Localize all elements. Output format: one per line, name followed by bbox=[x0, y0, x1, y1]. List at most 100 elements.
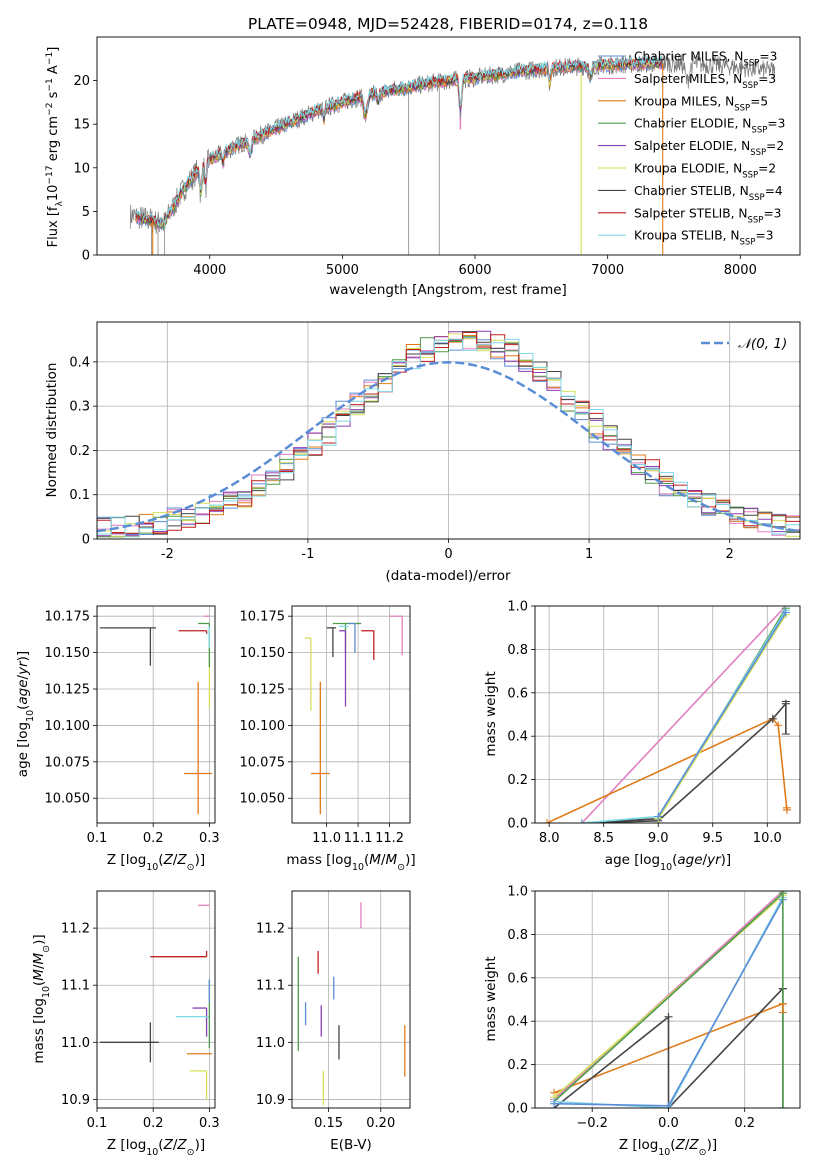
y-tick-label: 0.8 bbox=[507, 928, 528, 943]
x-tick-label: −0.2 bbox=[576, 1116, 608, 1131]
error-point-chabrier_elodie bbox=[332, 622, 362, 653]
plot-area bbox=[97, 330, 800, 538]
weight-line-salpeter_miles bbox=[581, 606, 787, 823]
y-tick-label: 0.6 bbox=[507, 686, 528, 701]
x-tick-label: 0.3 bbox=[199, 831, 220, 846]
y-tick-label: 0.1 bbox=[69, 488, 90, 503]
y-tick-label: 10.125 bbox=[45, 683, 91, 698]
plot-area bbox=[304, 615, 403, 815]
x-tick-label: 2 bbox=[726, 547, 734, 562]
x-tick-label: 8000 bbox=[724, 263, 757, 278]
x-axis-label: Z [log10(Z/Z⊙)] bbox=[107, 852, 205, 873]
plot-area bbox=[99, 904, 213, 1100]
massweight-vs-age-panel: 8.0 8.5 9.0 9.5 10.0 0.0 0.2 0.4 0.6 0.8 1.0 age [l… bbox=[483, 600, 801, 873]
y-tick-label: 0.2 bbox=[507, 773, 528, 788]
axes-frame bbox=[96, 890, 216, 1109]
y-tick-label: 10.175 bbox=[45, 610, 91, 625]
x-tick-label: 0.2 bbox=[143, 1116, 164, 1131]
model-spectrum-kroupa_stelib bbox=[135, 55, 664, 226]
model-spectrum-chabrier_stelib bbox=[135, 56, 664, 226]
x-axis-label: Z [log10(Z/Z⊙)] bbox=[107, 1137, 205, 1158]
y-axis-label: mass [log10(M/M⊙)] bbox=[31, 934, 52, 1063]
x-axis-label: mass [log10(M/M⊙)] bbox=[286, 852, 415, 873]
y-tick-label: 0.4 bbox=[507, 730, 528, 745]
legend-label-chabrier_stelib: Chabrier STELIB, NSSP=4 bbox=[634, 184, 783, 203]
legend-label-kroupa_elodie: Kroupa ELODIE, NSSP=2 bbox=[634, 162, 776, 181]
y-tick-label: 0.4 bbox=[507, 1015, 528, 1030]
y-tick-label: 11.1 bbox=[61, 979, 90, 994]
y-tick-label: 5 bbox=[82, 205, 90, 220]
y-tick-label: 10.125 bbox=[240, 683, 286, 698]
x-axis-label: (data-model)/error bbox=[385, 568, 511, 584]
x-tick-label: 10.0 bbox=[753, 831, 782, 846]
x-tick-label: 11.1 bbox=[344, 831, 373, 846]
y-tick-label: 0.3 bbox=[69, 400, 90, 415]
age-vs-mass-panel: 11.0 11.1 11.2 10.050 10.075 10.100 10.125 10.1… bbox=[240, 605, 416, 873]
plot-area bbox=[129, 54, 776, 255]
weight-marker-chabrier_stelib bbox=[768, 714, 777, 723]
weight-line-chabrier_miles bbox=[657, 612, 787, 817]
error-point-kroupa_stelib bbox=[206, 626, 211, 649]
y-tick-label: 10.075 bbox=[45, 755, 91, 770]
x-axis-label: Z [log10(Z/Z⊙)] bbox=[619, 1137, 717, 1158]
y-tick-label: 0.0 bbox=[507, 817, 528, 832]
axes-frame bbox=[534, 605, 801, 824]
weight-marker-chabrier_miles bbox=[654, 812, 663, 821]
y-tick-label: 10.050 bbox=[240, 792, 286, 807]
error-point-kroupa_miles bbox=[184, 681, 213, 815]
y-tick-label: 10.9 bbox=[256, 1093, 285, 1108]
axes-frame bbox=[96, 605, 216, 824]
y-tick-label: 0.6 bbox=[507, 971, 528, 986]
weight-line-kroupa_miles bbox=[546, 717, 788, 823]
y-tick-label: 10.100 bbox=[45, 719, 91, 734]
axes-frame bbox=[291, 605, 411, 824]
weight-marker-chabrier_miles bbox=[781, 608, 790, 617]
y-tick-label: 15 bbox=[73, 118, 90, 133]
weight-marker-chabrier_miles bbox=[550, 1099, 559, 1108]
x-tick-label: 0.20 bbox=[366, 1116, 395, 1131]
y-tick-label: 11.0 bbox=[61, 1036, 90, 1051]
x-axis-label: age [log10(age/yr)] bbox=[605, 852, 731, 873]
x-tick-label: 9.0 bbox=[648, 831, 669, 846]
weight-marker-kroupa_miles bbox=[542, 819, 551, 823]
y-tick-label: 0.0 bbox=[507, 1102, 528, 1117]
axes-frame bbox=[291, 890, 411, 1109]
legend: Chabrier MILES, NSSP=3 Salpeter MILES, NS… bbox=[598, 50, 785, 248]
massweight-vs-metallicity-panel: −0.2 0.0 0.2 0.0 0.2 0.4 0.6 0.8 1.0 Z [log10(Z/Z… bbox=[483, 885, 801, 1158]
x-tick-label: 0.2 bbox=[143, 831, 164, 846]
x-tick-label: 1 bbox=[585, 547, 593, 562]
error-point-salpeter_elodie bbox=[339, 630, 347, 707]
error-point-chabrier_stelib bbox=[326, 627, 337, 657]
y-tick-label: 0 bbox=[82, 533, 90, 548]
y-tick-label: 10.9 bbox=[61, 1093, 90, 1108]
y-tick-label: 20 bbox=[73, 74, 90, 89]
x-tick-label: 8.5 bbox=[593, 831, 614, 846]
plot-area bbox=[542, 606, 791, 823]
y-tick-label: 1.0 bbox=[507, 600, 528, 615]
histogram-kroupa_stelib bbox=[97, 338, 800, 538]
weight-line-kroupa_elodie bbox=[657, 614, 787, 820]
y-tick-label: 11.2 bbox=[61, 922, 90, 937]
x-tick-label: 7000 bbox=[591, 263, 624, 278]
weight-marker-kroupa_miles bbox=[774, 721, 783, 730]
legend-label-normal: 𝒩(0, 1) bbox=[738, 336, 787, 352]
y-tick-label: 10.100 bbox=[240, 719, 286, 734]
x-tick-label: 11.2 bbox=[375, 831, 404, 846]
legend-label-salpeter_stelib: Salpeter STELIB, NSSP=3 bbox=[634, 206, 781, 225]
x-tick-label: 6000 bbox=[458, 263, 491, 278]
weight-marker-chabrier_stelib bbox=[664, 1012, 673, 1021]
residuals-panel: -2 -1 0 1 2 0 0.1 0.2 0.3 0.4 𝒩(0, 1) (data-model)/… bbox=[44, 321, 801, 584]
x-tick-label: 0.1 bbox=[87, 1116, 108, 1131]
y-axis-label: mass weight bbox=[483, 671, 499, 756]
y-tick-label: 0.8 bbox=[507, 643, 528, 658]
x-tick-label: 4000 bbox=[193, 263, 226, 278]
x-tick-label: 0.3 bbox=[199, 1116, 220, 1131]
age-vs-metallicity-panel: 0.1 0.2 0.3 10.050 10.075 10.100 10.125 10.150 1… bbox=[15, 605, 220, 873]
error-point-chabrier_miles bbox=[348, 622, 356, 653]
mass-vs-metallicity-panel: 0.1 0.2 0.3 10.9 11.0 11.1 11.2 Z [log10(Z/Z⊙)]… bbox=[31, 890, 220, 1158]
plot-area bbox=[99, 615, 213, 815]
y-tick-label: 10.150 bbox=[240, 646, 286, 661]
y-tick-label: 10.050 bbox=[45, 792, 91, 807]
x-tick-label: 0.0 bbox=[658, 1116, 679, 1131]
